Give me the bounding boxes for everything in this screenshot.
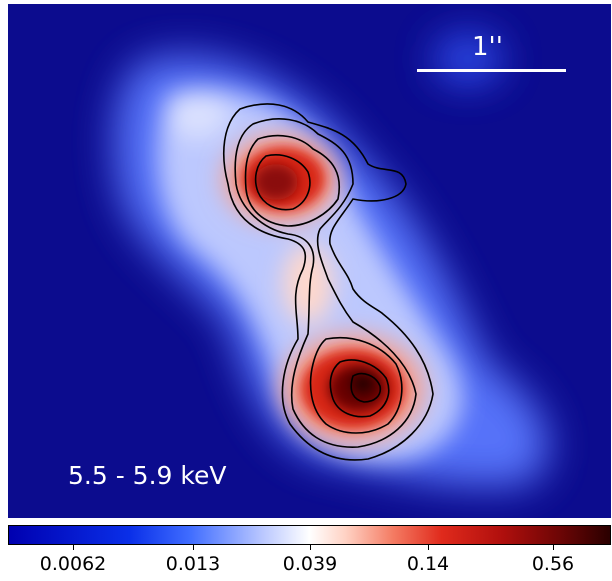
colorbar-tick [310,544,311,550]
emission-map [8,4,611,518]
colorbar-tick-label: 0.0062 [39,553,107,575]
colorbar-tick [193,544,194,550]
scale-bar-label: 1'' [472,32,503,62]
colorbar-tick-label: 0.56 [531,553,575,575]
scale-bar [417,69,566,72]
contours [223,103,434,461]
colorbar [8,525,611,545]
xray-image [8,4,611,518]
colorbar-tick [73,544,74,550]
colorbar-tick [553,544,554,550]
colorbar-tick-label: 0.013 [165,553,221,575]
colorbar-tick-label: 0.039 [282,553,338,575]
energy-band-label: 5.5 - 5.9 keV [68,461,227,490]
colorbar-tick-label: 0.14 [406,553,450,575]
colorbar-tick [428,544,429,550]
